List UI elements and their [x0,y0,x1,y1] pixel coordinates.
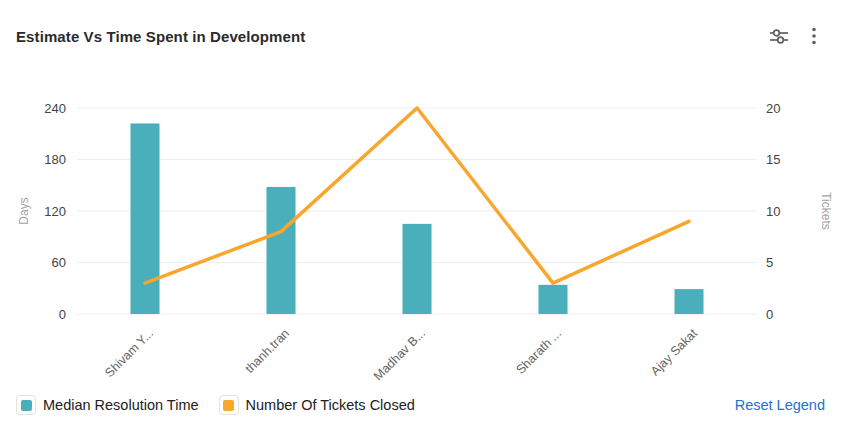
x-axis-category-label: Madhav B... [371,326,428,383]
right-axis-tick-label: 20 [766,101,780,116]
legend-label: Median Resolution Time [43,397,199,413]
right-axis-tick-label: 0 [766,307,773,322]
left-axis-tick-label: 60 [52,255,66,270]
left-axis-tick-label: 180 [44,152,66,167]
x-axis-category-label: Sharath ... [513,326,564,377]
legend-marker [219,395,239,415]
bar-sharath-[interactable] [539,285,568,314]
chart-title: Estimate Vs Time Spent in Development [16,28,305,45]
right-axis-tick-label: 5 [766,255,773,270]
left-axis-tick-label: 0 [59,307,66,322]
chart-header: Estimate Vs Time Spent in Development [0,0,841,52]
legend-marker [16,395,36,415]
legend: Median Resolution Time Number Of Tickets… [16,395,415,415]
legend-item-median-resolution-time[interactable]: Median Resolution Time [16,395,199,415]
x-axis-category-label: Shivam Y... [102,326,156,380]
legend-swatch-teal [21,400,32,411]
legend-item-number-of-tickets-closed[interactable]: Number Of Tickets Closed [219,395,415,415]
reset-legend-link[interactable]: Reset Legend [735,397,825,413]
chart-canvas: 0 0 60 5 120 10 180 15 240 20 Days Tickets Shivam Y.… [0,58,841,390]
more-options-icon[interactable] [805,24,823,48]
chart-footer: Median Resolution Time Number Of Tickets… [0,390,841,430]
right-axis-title: Tickets [819,192,833,230]
legend-swatch-orange [223,400,234,411]
chart-plot-area: 0 0 60 5 120 10 180 15 240 20 Days Tickets Shivam Y.… [0,58,841,390]
bar-madhav-b-[interactable] [403,224,432,314]
bar-shivam-y-[interactable] [131,123,160,314]
chart-card: Estimate Vs Time Spent in Development 00… [0,0,841,430]
header-actions [767,24,823,48]
left-axis-title: Days [17,197,31,224]
filter-sliders-icon[interactable] [767,25,791,47]
bar-thanh-tran[interactable] [267,187,296,314]
right-axis-tick-label: 10 [766,204,780,219]
bar-ajay-sakat[interactable] [675,289,704,314]
left-axis-tick-label: 240 [44,101,66,116]
left-axis-tick-label: 120 [44,204,66,219]
x-axis-category-label: Ajay Sakat [648,326,701,379]
x-axis-category-label: thanh.tran [242,326,292,376]
right-axis-tick-label: 15 [766,152,780,167]
legend-label: Number Of Tickets Closed [246,397,415,413]
